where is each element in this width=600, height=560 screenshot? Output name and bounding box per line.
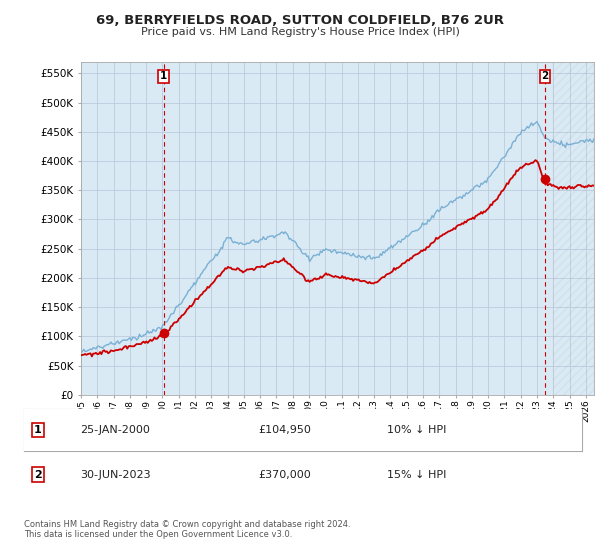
Text: 15% ↓ HPI: 15% ↓ HPI: [387, 470, 446, 479]
Text: Contains HM Land Registry data © Crown copyright and database right 2024.
This d: Contains HM Land Registry data © Crown c…: [24, 520, 350, 539]
Text: 10% ↓ HPI: 10% ↓ HPI: [387, 425, 446, 435]
Text: 25-JAN-2000: 25-JAN-2000: [80, 425, 149, 435]
Text: 2: 2: [542, 71, 549, 81]
Text: HPI: Average price, detached house, Birmingham: HPI: Average price, detached house, Birm…: [80, 435, 320, 445]
Text: Price paid vs. HM Land Registry's House Price Index (HPI): Price paid vs. HM Land Registry's House …: [140, 27, 460, 37]
Text: 1: 1: [34, 425, 42, 435]
Text: 30-JUN-2023: 30-JUN-2023: [80, 470, 151, 479]
Text: £370,000: £370,000: [259, 470, 311, 479]
Text: £104,950: £104,950: [259, 425, 311, 435]
Text: 69, BERRYFIELDS ROAD, SUTTON COLDFIELD, B76 2UR (detached house): 69, BERRYFIELDS ROAD, SUTTON COLDFIELD, …: [80, 415, 438, 425]
Text: 1: 1: [160, 71, 167, 81]
Text: 69, BERRYFIELDS ROAD, SUTTON COLDFIELD, B76 2UR: 69, BERRYFIELDS ROAD, SUTTON COLDFIELD, …: [96, 14, 504, 27]
Text: 2: 2: [34, 470, 42, 479]
